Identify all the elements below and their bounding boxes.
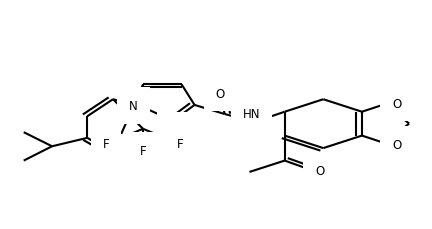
Text: N: N (169, 124, 178, 137)
Text: N: N (129, 99, 138, 112)
Text: F: F (102, 137, 109, 150)
Text: O: O (392, 97, 401, 110)
Text: O: O (216, 87, 225, 100)
Text: F: F (140, 144, 146, 157)
Text: O: O (315, 165, 324, 177)
Text: F: F (177, 137, 184, 150)
Text: HN: HN (242, 107, 260, 120)
Text: O: O (392, 138, 401, 151)
Text: N: N (108, 147, 118, 159)
